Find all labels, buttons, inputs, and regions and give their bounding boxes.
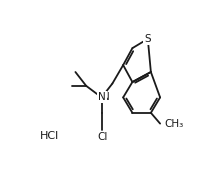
Text: N: N bbox=[97, 92, 105, 102]
Text: S: S bbox=[144, 34, 150, 44]
Text: HCl: HCl bbox=[40, 131, 59, 141]
Text: CH₃: CH₃ bbox=[164, 119, 183, 129]
Text: Cl: Cl bbox=[97, 132, 107, 142]
Text: N: N bbox=[101, 92, 109, 102]
Text: S: S bbox=[144, 34, 150, 44]
